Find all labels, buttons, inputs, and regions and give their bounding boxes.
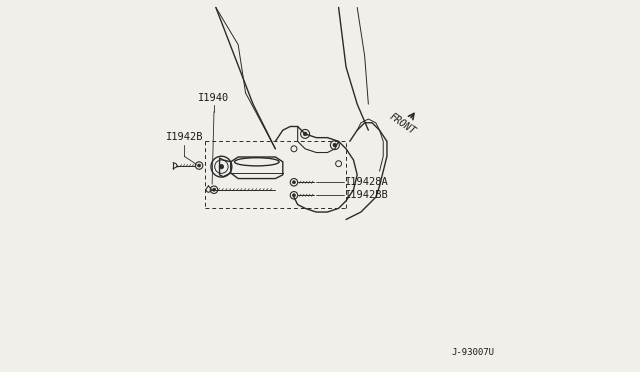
Text: I1942B: I1942B (166, 132, 203, 142)
Text: I1940: I1940 (198, 93, 230, 103)
Text: I19428A: I19428A (346, 177, 389, 186)
Circle shape (212, 188, 216, 191)
Circle shape (219, 164, 223, 169)
Text: I1942BB: I1942BB (346, 190, 389, 199)
Text: FRONT: FRONT (388, 111, 417, 136)
Circle shape (198, 164, 200, 167)
Circle shape (303, 132, 307, 136)
Text: J-93007U: J-93007U (452, 348, 495, 357)
Circle shape (292, 194, 296, 197)
Circle shape (333, 143, 337, 147)
Circle shape (292, 181, 296, 184)
